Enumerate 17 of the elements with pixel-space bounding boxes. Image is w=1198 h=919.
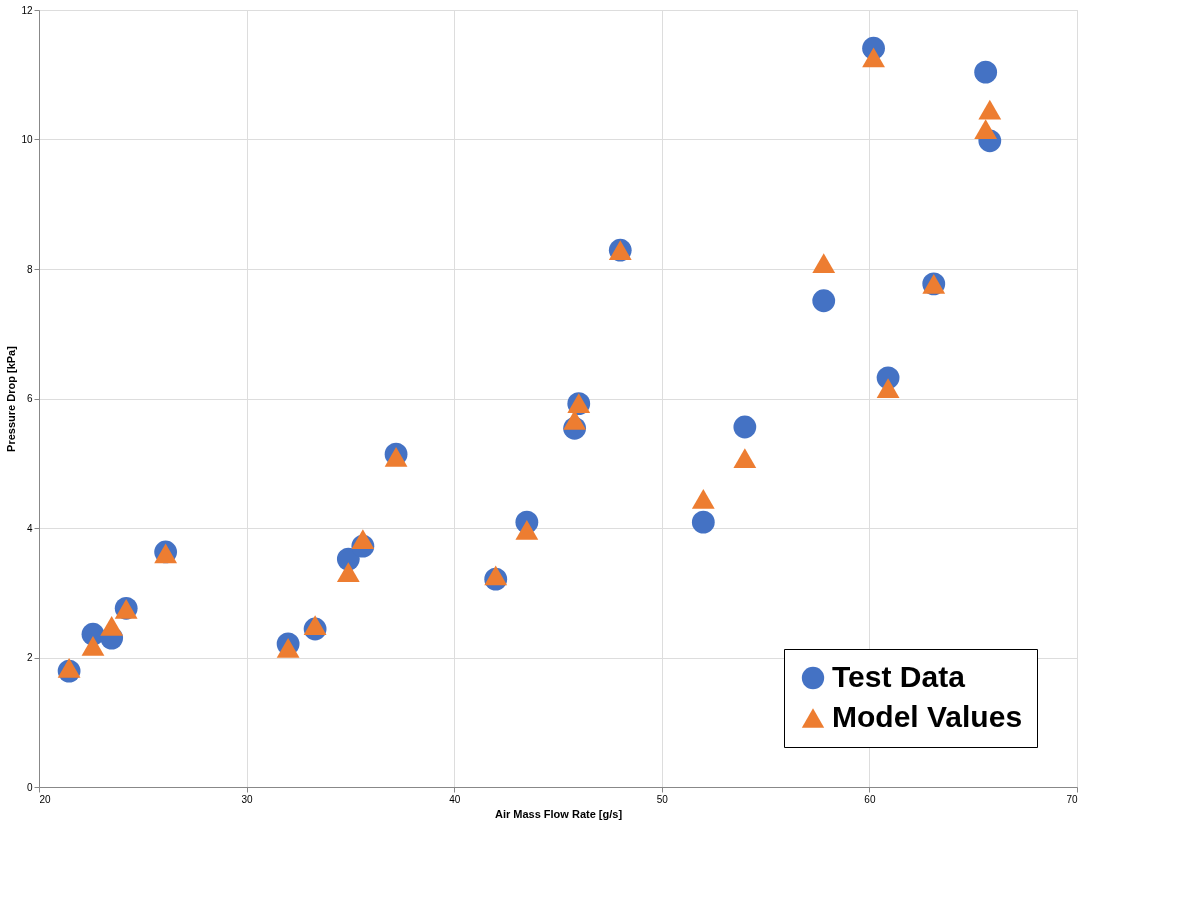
x-tick-label: 30 bbox=[241, 793, 254, 805]
legend-label: Test Data bbox=[832, 660, 966, 693]
y-axis-title: Pressure Drop [kPa] bbox=[5, 345, 18, 452]
x-tick-label: 70 bbox=[1066, 793, 1078, 805]
x-tick-label: 60 bbox=[864, 793, 876, 805]
x-tick-label: 20 bbox=[39, 793, 52, 805]
y-tick-label: 0 bbox=[26, 781, 33, 793]
y-tick-label: 4 bbox=[26, 522, 33, 534]
y-tick-label: 12 bbox=[21, 4, 33, 16]
x-tick-label: 50 bbox=[656, 793, 669, 805]
x-tick-label: 40 bbox=[449, 793, 461, 805]
y-tick-label: 10 bbox=[21, 134, 33, 145]
y-tick-label: 6 bbox=[26, 393, 33, 404]
y-tick-label: 8 bbox=[26, 263, 33, 275]
x-axis-title: Air Mass Flow Rate [g/s] bbox=[494, 807, 623, 820]
legend-label: Model Values bbox=[832, 700, 1023, 733]
y-tick-label: 2 bbox=[26, 652, 33, 663]
